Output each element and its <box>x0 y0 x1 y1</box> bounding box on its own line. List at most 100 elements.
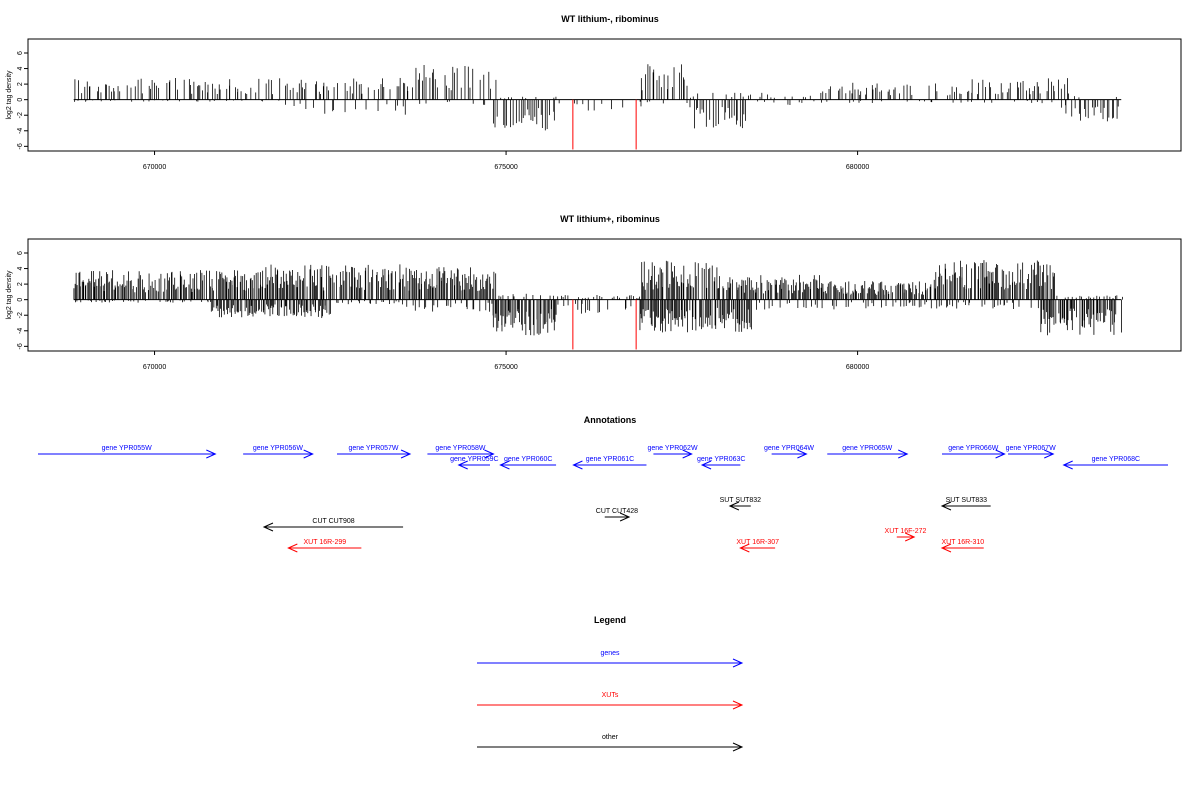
legend-arrowhead <box>732 700 744 710</box>
legend-label: genes <box>600 650 620 657</box>
feature-label: XUT 16R-310 <box>942 539 985 546</box>
annotation-feature: gene YPR059C <box>450 456 499 470</box>
panel-2-y-axis: -6 -4 -2 0 2 4 6 <box>17 251 29 349</box>
feature-arrowhead <box>303 449 314 459</box>
legend-item: genes <box>477 650 744 668</box>
panel-2-x-axis: 670000 675000 680000 <box>143 350 869 371</box>
feature-label: gene YPR057W <box>348 445 398 452</box>
annotation-feature: XUT 16F-272 <box>885 528 927 542</box>
panel-1-y-label: log2 tag density <box>6 70 13 120</box>
legend: Legend genes XUTs other <box>477 615 744 752</box>
y-tick-label: 2 <box>17 282 24 286</box>
feature-label: gene YPR067W <box>1006 445 1056 452</box>
feature-label: gene YPR066W <box>948 445 998 452</box>
annotation-feature: XUT 16R-299 <box>287 539 362 553</box>
feature-arrowhead <box>262 522 274 532</box>
x-tick-label: 670000 <box>143 164 166 171</box>
feature-arrowhead <box>206 449 217 459</box>
annotation-feature: CUT CUT428 <box>596 508 638 522</box>
panel-2: WT lithium+, ribominus -6 -4 -2 0 2 4 6 670000… <box>6 214 1182 371</box>
feature-arrowhead <box>457 460 468 470</box>
feature-label: gene YPR060C <box>504 456 553 463</box>
feature-arrowhead <box>940 543 952 553</box>
annotation-feature: gene YPR055W <box>38 445 217 459</box>
panel-2-title: WT lithium+, ribominus <box>560 214 660 224</box>
y-tick-label: 0 <box>17 298 24 302</box>
annotation-feature: gene YPR057W <box>337 445 412 459</box>
feature-label: gene YPR056W <box>253 445 303 452</box>
annotation-feature: gene YPR066W <box>942 445 1006 459</box>
y-tick-label: -4 <box>17 128 24 134</box>
feature-arrowhead <box>682 449 693 459</box>
feature-label: CUT CUT428 <box>596 508 638 515</box>
annotation-feature: gene YPR056W <box>243 445 314 459</box>
feature-label: XUT 16R-307 <box>736 539 779 546</box>
annotation-feature: XUT 16R-307 <box>736 539 779 553</box>
y-tick-label: 6 <box>17 51 24 55</box>
feature-arrowhead <box>700 460 712 470</box>
y-tick-label: -2 <box>17 112 24 118</box>
y-tick-label: 4 <box>17 67 24 71</box>
feature-arrowhead <box>940 501 952 511</box>
feature-label: gene YPR055W <box>102 445 152 452</box>
legend-title: Legend <box>594 615 626 625</box>
annotation-feature: gene YPR067W <box>1006 445 1056 459</box>
feature-arrowhead <box>904 532 916 542</box>
feature-arrowhead <box>1062 460 1073 470</box>
feature-arrowhead <box>898 449 909 459</box>
panel-2-y-label: log2 tag density <box>6 270 13 320</box>
feature-label: SUT SUT832 <box>720 497 762 504</box>
feature-label: gene YPR059C <box>450 456 499 463</box>
x-tick-label: 670000 <box>143 364 166 371</box>
feature-label: gene YPR062W <box>647 445 697 452</box>
y-tick-label: 0 <box>17 98 24 102</box>
legend-item: other <box>477 734 744 752</box>
feature-label: gene YPR063C <box>697 456 746 463</box>
annotation-feature: gene YPR065W <box>827 445 909 459</box>
x-tick-label: 680000 <box>846 164 869 171</box>
y-tick-label: -2 <box>17 312 24 318</box>
panel-1-frame <box>27 38 1182 152</box>
y-tick-label: 6 <box>17 251 24 255</box>
y-tick-label: -4 <box>17 328 24 334</box>
feature-label: XUT 16R-299 <box>304 539 347 546</box>
feature-arrowhead <box>1044 449 1055 459</box>
annotation-feature: CUT CUT908 <box>262 518 404 532</box>
x-tick-label: 680000 <box>846 364 869 371</box>
feature-arrowhead <box>995 449 1006 459</box>
feature-label: gene YPR064W <box>764 445 814 452</box>
annotation-feature: gene YPR064W <box>764 445 814 459</box>
feature-arrowhead <box>739 543 750 553</box>
y-tick-label: 4 <box>17 267 24 271</box>
feature-arrowhead <box>400 449 412 459</box>
feature-arrowhead <box>484 449 495 459</box>
y-tick-label: -6 <box>17 343 24 349</box>
annotations-title: Annotations <box>584 415 637 425</box>
annotations: Annotations gene YPR055W gene YPR056W gene… <box>38 415 1168 553</box>
legend-label: other <box>602 734 619 741</box>
feature-label: gene YPR061C <box>586 456 635 463</box>
y-tick-label: -6 <box>17 143 24 149</box>
feature-arrowhead <box>619 512 631 522</box>
feature-arrowhead <box>797 449 808 459</box>
annotation-feature: gene YPR063C <box>697 456 746 470</box>
panel-1-y-axis: -6 -4 -2 0 2 4 6 <box>17 51 29 149</box>
annotation-feature: gene YPR068C <box>1062 456 1168 470</box>
annotation-feature: gene YPR062W <box>647 445 698 459</box>
feature-label: gene YPR068C <box>1092 456 1141 463</box>
annotation-feature: gene YPR060C <box>499 456 557 470</box>
panel-1: WT lithium-, ribominus -6 -4 -2 0 2 4 6 670000… <box>6 14 1182 171</box>
annotation-feature: SUT SUT832 <box>720 497 762 511</box>
y-tick-label: 2 <box>17 82 24 86</box>
legend-item: XUTs <box>477 692 744 710</box>
annotation-feature: gene YPR061C <box>572 456 647 470</box>
x-tick-label: 675000 <box>494 364 517 371</box>
feature-arrowhead <box>572 460 583 470</box>
legend-items: genes XUTs other <box>477 650 744 752</box>
panel-1-x-axis: 670000 675000 680000 <box>143 150 869 171</box>
annotation-features: gene YPR055W gene YPR056W gene YPR057W gene… <box>38 445 1168 553</box>
feature-label: CUT CUT908 <box>312 518 354 525</box>
annotation-feature: gene YPR058W <box>427 445 495 459</box>
feature-label: gene YPR058W <box>435 445 485 452</box>
